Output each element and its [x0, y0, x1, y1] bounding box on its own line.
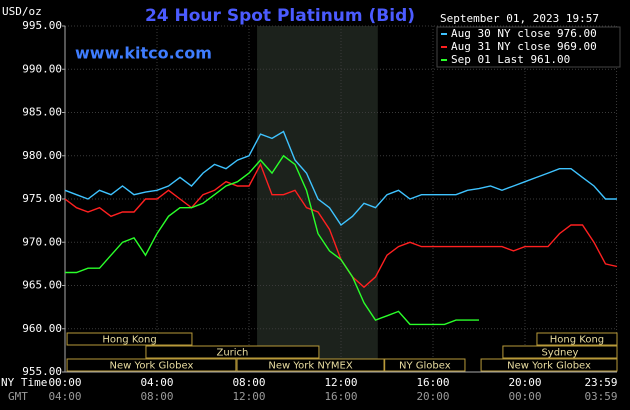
series-line — [65, 154, 479, 326]
x-tick-label: 00:00 — [48, 376, 81, 389]
y-tick-label: 995.00 — [22, 19, 62, 32]
y-tick-label: 970.00 — [22, 235, 62, 248]
x2-tick-label: 12:00 — [232, 390, 265, 403]
session-box — [145, 345, 320, 359]
session-box — [502, 345, 618, 359]
x2-tick-label: 16:00 — [324, 390, 357, 403]
watermark: www.kitco.com — [75, 44, 212, 63]
x2-tick-label: 20:00 — [416, 390, 449, 403]
y-tick-label: 960.00 — [22, 322, 62, 335]
y-tick-label: 975.00 — [22, 192, 62, 205]
session-label: Hong Kong — [102, 335, 156, 346]
x-tick-label: 23:59 — [584, 376, 617, 389]
x2-axis-label: GMT — [8, 390, 28, 403]
y-tick-label: 955.00 — [22, 365, 62, 378]
y-tick-label: 990.00 — [22, 62, 62, 75]
session-label: New York NYMEX — [268, 361, 353, 372]
legend-entry: Aug 31 NY close 969.00 — [451, 40, 597, 53]
session-box — [384, 358, 466, 372]
session-label: New York Globex — [507, 361, 591, 372]
session-label: Zurich — [216, 348, 248, 359]
session-label: Sydney — [541, 348, 578, 359]
x-tick-label: 20:00 — [508, 376, 541, 389]
x2-tick-label: 00:00 — [508, 390, 541, 403]
session-box — [480, 358, 618, 372]
session-box — [66, 332, 193, 346]
x2-tick-label: 03:59 — [584, 390, 617, 403]
y-tick-label: 985.00 — [22, 106, 62, 119]
session-label: Hong Kong — [550, 335, 604, 346]
legend-box — [436, 26, 621, 68]
x-tick-label: 04:00 — [140, 376, 173, 389]
x2-tick-label: 08:00 — [140, 390, 173, 403]
x-tick-label: 16:00 — [416, 376, 449, 389]
session-box — [536, 332, 618, 346]
series-line — [64, 130, 617, 227]
x-tick-label: 08:00 — [232, 376, 265, 389]
session-box — [236, 358, 385, 372]
y-tick-label: 980.00 — [22, 149, 62, 162]
x-axis-label: NY Time — [1, 376, 47, 389]
y-axis-label: USD/oz — [2, 5, 42, 18]
y-tick-label: 965.00 — [22, 279, 62, 292]
x-tick-label: 12:00 — [324, 376, 357, 389]
session-label: New York Globex — [110, 361, 194, 372]
legend-entry: Aug 30 NY close 976.00 — [451, 27, 597, 40]
session-label: NY Globex — [399, 361, 451, 372]
session-box — [66, 358, 237, 372]
chart-title: 24 Hour Spot Platinum (Bid) — [145, 6, 415, 26]
x2-tick-label: 04:00 — [48, 390, 81, 403]
timestamp: September 01, 2023 19:57 — [440, 12, 599, 25]
legend-entry: Sep 01 Last 961.00 — [451, 53, 570, 66]
